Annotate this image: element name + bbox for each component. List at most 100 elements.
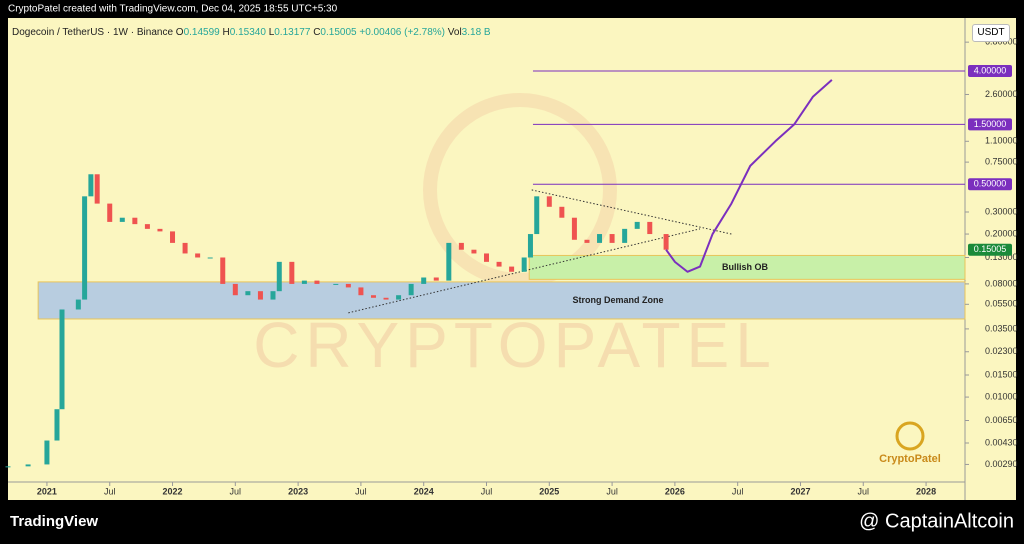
logo: CryptoPatel (879, 453, 941, 465)
candle (75, 299, 81, 310)
x-tick-label: 2028 (916, 486, 936, 496)
candle (446, 242, 452, 281)
x-tick-label: 2025 (539, 486, 559, 496)
zone-label: Bullish OB (722, 262, 769, 272)
candle (509, 266, 515, 272)
y-tick-label: 0.08000 (985, 278, 1018, 288)
candle (345, 283, 351, 288)
volume: 3.18 B (461, 27, 491, 38)
candle (5, 466, 11, 468)
candle (170, 231, 176, 243)
level-label: 4.00000 (974, 65, 1007, 75)
candle (88, 174, 94, 197)
x-tick-label: 2027 (790, 486, 810, 496)
symbol: Dogecoin / TetherUS · 1W · Binance (12, 27, 174, 38)
candle (534, 196, 540, 235)
watermark-ring (423, 93, 617, 287)
x-tick-label: Jul (230, 486, 242, 496)
candle (25, 464, 31, 467)
x-tick-label: Jul (104, 486, 116, 496)
y-tick-label: 0.75000 (985, 156, 1018, 166)
logo-icon (895, 421, 925, 451)
level-box (968, 178, 1012, 191)
y-tick-label: 0.00290 (985, 459, 1018, 469)
candle (107, 203, 113, 222)
candle (433, 277, 439, 281)
change: +0.00406 (+2.78%) (359, 27, 445, 38)
y-tick-label: 0.01000 (985, 391, 1018, 401)
h-label: H (222, 27, 230, 38)
candle (571, 217, 577, 240)
x-tick-label: 2026 (665, 486, 685, 496)
candle (408, 283, 414, 296)
candle (94, 174, 100, 204)
x-tick-label: 2023 (288, 486, 308, 496)
zone (528, 254, 966, 280)
c-label: C (313, 27, 321, 38)
candle (182, 242, 188, 254)
candle (144, 224, 150, 229)
x-tick-label: 2024 (414, 486, 434, 496)
brand: TradingView (10, 513, 98, 530)
level-label: 0.50000 (974, 179, 1007, 189)
candle (584, 239, 590, 243)
candle (496, 261, 502, 267)
level-box (968, 118, 1012, 131)
candle (132, 217, 138, 225)
zone (37, 281, 966, 320)
candle (484, 253, 489, 262)
candle (597, 234, 603, 243)
watermark: CRYPTOPATEL (253, 309, 777, 381)
y-tick-label: 0.01500 (985, 369, 1018, 379)
candle (647, 221, 653, 235)
y-tick-label: 0.05500 (985, 299, 1018, 309)
candle (471, 249, 477, 254)
candle (527, 234, 533, 258)
x-tick-label: Jul (732, 486, 744, 496)
l-label: L (268, 27, 275, 38)
candle (195, 253, 201, 258)
y-tick-label: 0.00430 (985, 437, 1018, 447)
projection-line (665, 79, 833, 273)
candle (245, 291, 251, 296)
candle (622, 228, 628, 243)
y-tick-label: 0.30000 (985, 206, 1018, 216)
candle (207, 257, 213, 259)
candle (358, 287, 364, 296)
trendline (348, 228, 701, 314)
x-tick-label: Jul (606, 486, 618, 496)
candle (82, 196, 88, 300)
candle (559, 206, 565, 218)
x-tick-label: 2021 (37, 486, 57, 496)
low: 0.13177 (274, 27, 311, 38)
candle (257, 291, 263, 300)
candle (289, 261, 295, 284)
candle (270, 291, 276, 300)
y-tick-label: 0.02300 (985, 346, 1018, 356)
candle (396, 295, 402, 300)
last-price-box (968, 243, 1012, 256)
candle (458, 242, 464, 250)
candle (634, 221, 640, 229)
y-tick-label: 0.20000 (985, 228, 1018, 238)
x-tick-label: Jul (355, 486, 367, 496)
source: @ CaptainAltcoin (859, 510, 1014, 532)
vol-label: Vol (447, 27, 462, 38)
candle (421, 277, 427, 284)
candle (220, 257, 226, 284)
y-tick-label: 1.10000 (985, 136, 1018, 146)
candle (609, 234, 615, 243)
candle (333, 283, 339, 285)
trendline (531, 189, 732, 235)
x-tick-label: Jul (858, 486, 870, 496)
candle (663, 234, 669, 250)
candle (383, 297, 389, 300)
candle (521, 257, 527, 272)
currency-button[interactable]: USDT (972, 24, 1010, 42)
high: 0.15340 (229, 27, 266, 38)
candle (119, 217, 125, 222)
last-price-label: 0.15005 (974, 244, 1007, 254)
